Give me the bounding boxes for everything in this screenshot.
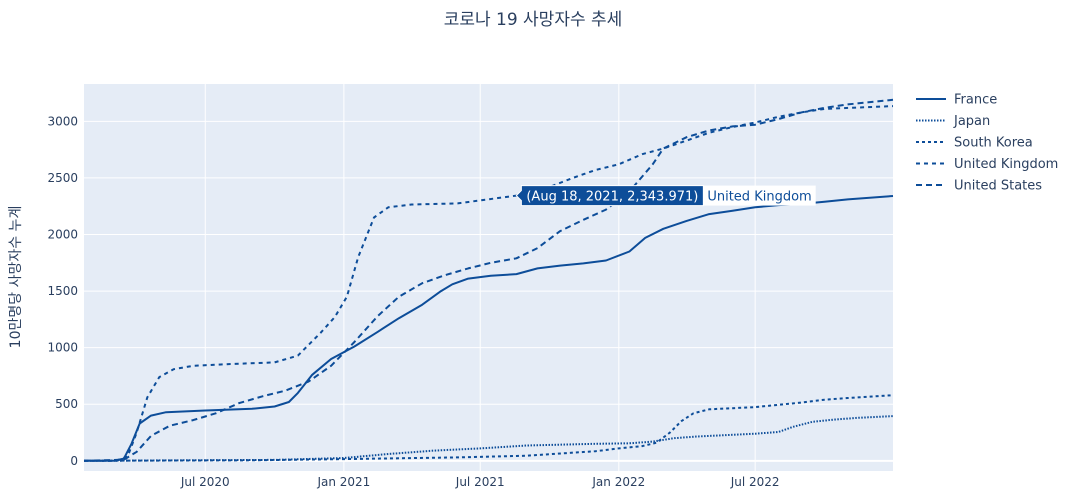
x-tick-label: Jul 2022 bbox=[730, 475, 780, 489]
series-lines bbox=[83, 98, 894, 462]
x-tick-label: Jul 2020 bbox=[180, 475, 230, 489]
legend-label[interactable]: United Kingdom bbox=[954, 157, 1058, 172]
x-tick-label: Jan 2022 bbox=[591, 475, 645, 489]
legend-label[interactable]: Japan bbox=[953, 114, 990, 129]
series-line-south-korea[interactable] bbox=[83, 394, 894, 462]
y-axis-ticks: 0 500 1000 1500 2000 2500 3000 bbox=[47, 114, 78, 467]
y-axis-label: 10만명당 사망자수 누계 bbox=[8, 206, 24, 349]
y-tick-label: 1000 bbox=[47, 341, 78, 355]
series-line-united-states[interactable] bbox=[83, 98, 894, 462]
hover-label: (Aug 18, 2021, 2,343.971) United Kingdom bbox=[515, 185, 816, 207]
y-tick-label: 0 bbox=[70, 454, 78, 468]
series-line-japan[interactable] bbox=[83, 415, 894, 462]
y-tick-label: 2500 bbox=[47, 171, 78, 185]
chart-title: 코로나 19 사망자수 추세 bbox=[444, 10, 623, 30]
x-tick-label: Jan 2021 bbox=[316, 475, 370, 489]
grid-lines bbox=[84, 84, 893, 471]
hover-value-text: (Aug 18, 2021, 2,343.971) bbox=[526, 190, 698, 205]
y-tick-label: 2000 bbox=[47, 228, 78, 242]
y-tick-label: 3000 bbox=[47, 114, 78, 128]
hover-series-name: United Kingdom bbox=[707, 190, 811, 205]
legend-label[interactable]: South Korea bbox=[954, 136, 1033, 151]
y-tick-label: 500 bbox=[55, 397, 78, 411]
legend: France Japan South Korea United Kingdom Unit… bbox=[916, 93, 1058, 194]
legend-label[interactable]: United States bbox=[954, 179, 1042, 194]
x-tick-label: Jul 2021 bbox=[455, 475, 505, 489]
hover-name-bg bbox=[703, 185, 816, 206]
series-line-france[interactable] bbox=[84, 195, 894, 462]
legend-label[interactable]: France bbox=[954, 93, 997, 108]
y-tick-label: 1500 bbox=[47, 284, 78, 298]
series-line-united-kingdom[interactable] bbox=[84, 105, 894, 462]
x-axis-ticks: Jul 2020 Jan 2021 Jul 2021 Jan 2022 Jul 2022 bbox=[180, 475, 780, 489]
